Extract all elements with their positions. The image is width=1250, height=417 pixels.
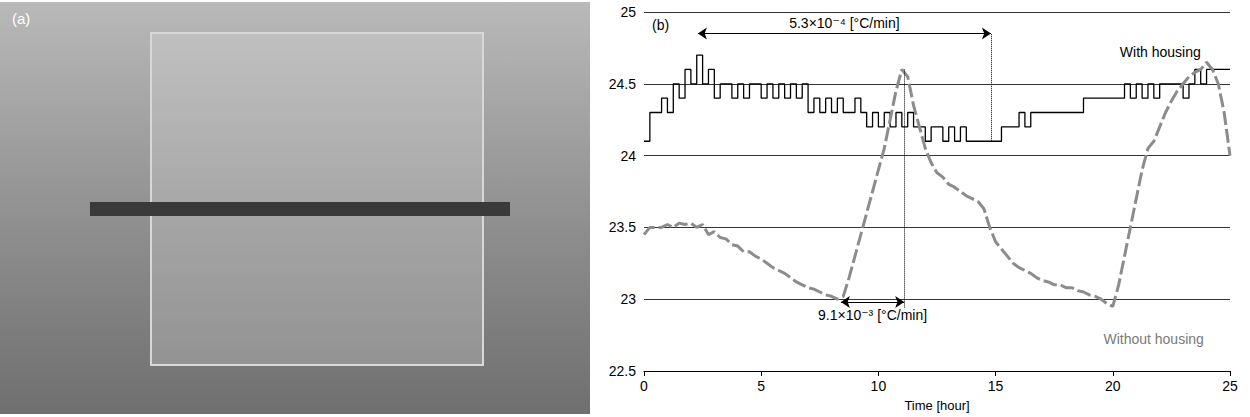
svg-text:24: 24 (620, 148, 636, 164)
svg-text:Without housing: Without housing (1103, 331, 1203, 347)
svg-text:25: 25 (1222, 378, 1238, 394)
svg-text:5: 5 (757, 378, 765, 394)
svg-text:23: 23 (620, 291, 636, 307)
svg-text:5.3×10⁻⁴ [°C/min]: 5.3×10⁻⁴ [°C/min] (789, 15, 899, 31)
svg-text:23.5: 23.5 (609, 219, 636, 235)
svg-text:24.5: 24.5 (609, 76, 636, 92)
svg-text:22.5: 22.5 (609, 363, 636, 379)
svg-text:Time [hour]: Time [hour] (904, 398, 969, 413)
svg-text:25: 25 (620, 4, 636, 20)
svg-text:With housing: With housing (1120, 44, 1201, 60)
svg-text:9.1×10⁻³ [°C/min]: 9.1×10⁻³ [°C/min] (818, 307, 927, 323)
svg-text:15: 15 (988, 378, 1004, 394)
svg-text:10: 10 (871, 378, 887, 394)
svg-text:(b): (b) (652, 17, 669, 33)
html-text:(a): (a) (12, 10, 31, 27)
svg-text:0: 0 (640, 378, 648, 394)
svg-text:20: 20 (1105, 378, 1121, 394)
